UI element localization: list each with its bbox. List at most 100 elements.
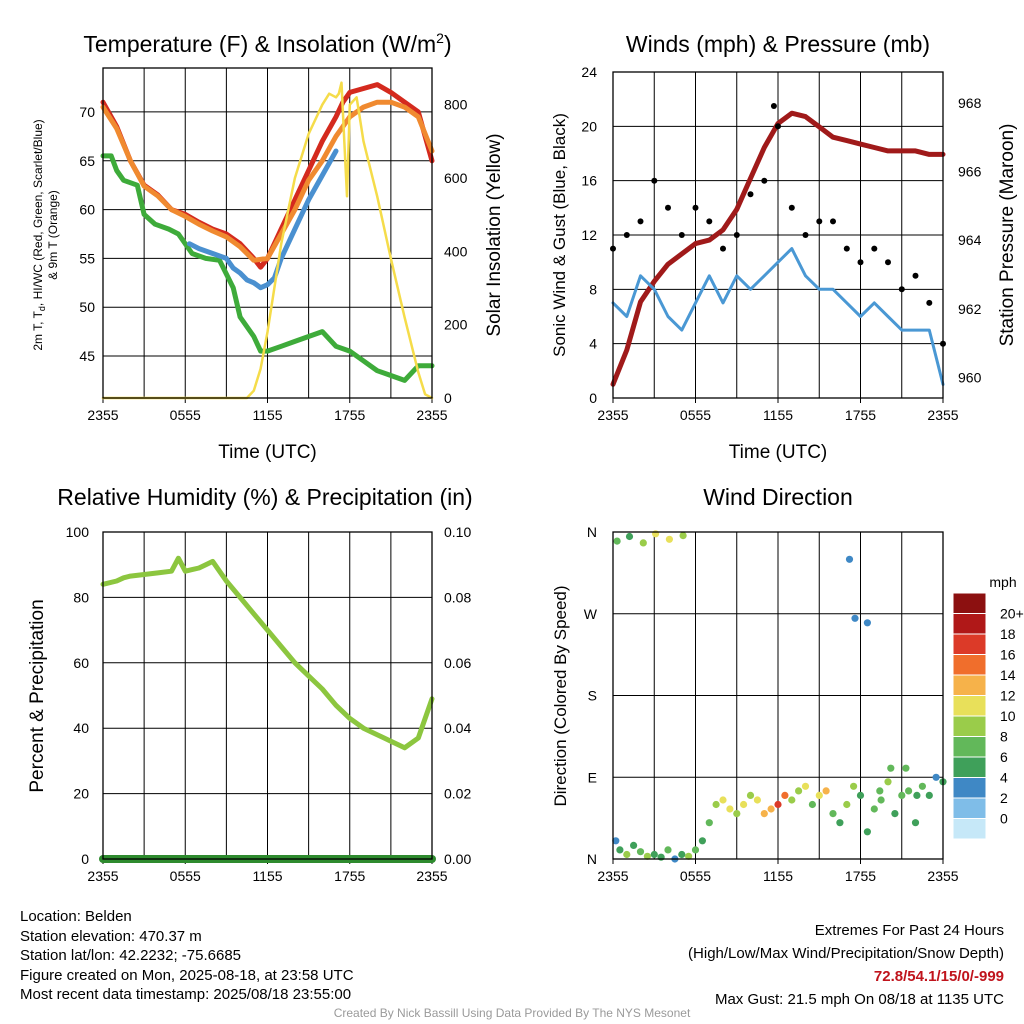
- x-axis-label: Time (UTC): [729, 442, 828, 463]
- legend-swatch: [952, 613, 987, 635]
- title-text: Temperature (F) & Insolation (W/m: [83, 31, 436, 57]
- x-tick-label: 2355: [87, 868, 118, 884]
- y-tick-label-left: 45: [79, 348, 95, 364]
- y-tick-label-left: N: [587, 851, 597, 867]
- title-superscript: 2: [436, 30, 444, 46]
- extremes-subheading: (High/Low/Max Wind/Precipitation/Snow De…: [688, 945, 1004, 962]
- gust-point: [843, 245, 850, 252]
- y-axis-label-left-line2: & 9m T (Orange): [46, 190, 60, 280]
- direction-point: [843, 800, 851, 809]
- direction-point: [760, 810, 768, 818]
- y-axis-label-left: 2m T, Td, HI/WC (Red, Green, Scarlet/Blu…: [31, 119, 47, 350]
- y-label-subscript: d: [37, 306, 47, 311]
- series-t9m-line: [100, 99, 435, 263]
- x-tick-label: 1155: [763, 407, 793, 423]
- legend-label: 4: [1000, 770, 1008, 786]
- direction-point: [650, 850, 658, 859]
- direction-point: [781, 791, 789, 800]
- y-tick-label-left: 16: [581, 173, 597, 189]
- legend-label: 0: [1000, 811, 1008, 827]
- y-tick-label-left: 4: [589, 336, 597, 352]
- x-tick-label: 0555: [170, 407, 201, 423]
- direction-point: [698, 837, 707, 845]
- legend-label: 8: [1000, 729, 1008, 745]
- temperature-panel: 2355 0555 1155 1755 2355 45 50 55 60 65 70 0 200 400 6…: [31, 30, 505, 463]
- extremes-values: 72.8/54.1/15/0/-999: [873, 968, 1004, 985]
- legend-swatch: [952, 756, 987, 778]
- direction-point: [902, 764, 910, 772]
- direction-point: [891, 810, 899, 818]
- y-label-part: 2m T, T: [31, 310, 45, 350]
- location-text: Location: Belden: [20, 908, 132, 925]
- x-tick-label: 1755: [845, 407, 876, 423]
- legend-label: 16: [1000, 647, 1016, 663]
- y-tick-label-left: 100: [66, 524, 90, 540]
- direction-point: [657, 853, 665, 861]
- legend-title: mph: [989, 574, 1016, 590]
- direction-point: [719, 796, 727, 804]
- y-tick-label-left: 12: [581, 227, 597, 243]
- series-rh-line: [100, 555, 435, 751]
- legend-swatch: [952, 695, 987, 717]
- gust-point: [747, 191, 754, 198]
- chart-title: Relative Humidity (%) & Precipitation (i…: [57, 484, 472, 510]
- y-tick-label-left: 0: [81, 851, 89, 867]
- gust-point: [775, 123, 781, 130]
- direction-point: [746, 791, 755, 800]
- y-tick-label-right: 960: [958, 369, 982, 385]
- direction-point: [685, 852, 693, 860]
- y-tick-label-left: 20: [73, 786, 89, 802]
- credit-text: Created By Nick Bassill Using Data Provi…: [333, 1006, 691, 1020]
- y-tick-label-right: 966: [958, 164, 982, 180]
- direction-point: [774, 800, 782, 809]
- plot-border: [612, 531, 944, 860]
- direction-point: [623, 850, 631, 859]
- legend-swatch: [952, 736, 987, 758]
- direction-point: [913, 791, 921, 800]
- x-tick-label: 1155: [252, 868, 282, 884]
- series-wind-line: [611, 247, 945, 386]
- direction-point: [829, 810, 837, 818]
- x-tick-label: 2355: [416, 407, 447, 423]
- x-tick-label: 1755: [845, 868, 876, 884]
- gust-point: [802, 232, 809, 238]
- direction-point: [870, 805, 878, 813]
- direction-point: [665, 535, 674, 543]
- y-axis-label-left: Percent & Precipitation: [27, 599, 48, 792]
- y-tick-label-left: 20: [581, 118, 597, 134]
- direction-point: [705, 819, 713, 827]
- gust-point: [857, 259, 864, 266]
- y-tick-label-left: 60: [73, 655, 89, 671]
- direction-point: [733, 810, 741, 818]
- x-tick-label: 2355: [597, 407, 628, 423]
- x-tick-label: 0555: [680, 407, 711, 423]
- y-tick-label-left: 60: [79, 202, 95, 218]
- legend-label: 12: [1000, 688, 1016, 704]
- gust-point: [692, 204, 699, 211]
- gust-point: [678, 232, 685, 238]
- y-tick-label-right: 968: [958, 95, 982, 111]
- direction-point: [808, 800, 817, 809]
- gust-point: [926, 299, 933, 306]
- x-tick-label: 2355: [927, 868, 958, 884]
- x-tick-label: 2355: [416, 868, 447, 884]
- gust-point: [665, 204, 671, 211]
- gust-point: [816, 218, 823, 225]
- direction-point: [863, 828, 872, 836]
- direction-point: [887, 764, 895, 772]
- gust-point: [761, 177, 768, 184]
- legend-swatch: [952, 654, 987, 676]
- x-tick-label: 2355: [87, 407, 118, 423]
- created-text: Figure created on Mon, 2025-08-18, at 23…: [20, 966, 354, 984]
- y-tick-label-left: 24: [581, 64, 597, 80]
- direction-point: [822, 787, 830, 795]
- y-tick-label-right: 200: [444, 317, 468, 333]
- title-text-end: ): [444, 31, 452, 57]
- legend-swatch: [952, 633, 987, 655]
- direction-point: [801, 782, 810, 790]
- x-axis-label: Time (UTC): [218, 442, 317, 463]
- gust-point: [830, 218, 836, 225]
- legend-swatch: [952, 674, 987, 696]
- y-axis-label-left: Direction (Colored By Speed): [551, 585, 570, 806]
- gust-point: [871, 245, 878, 252]
